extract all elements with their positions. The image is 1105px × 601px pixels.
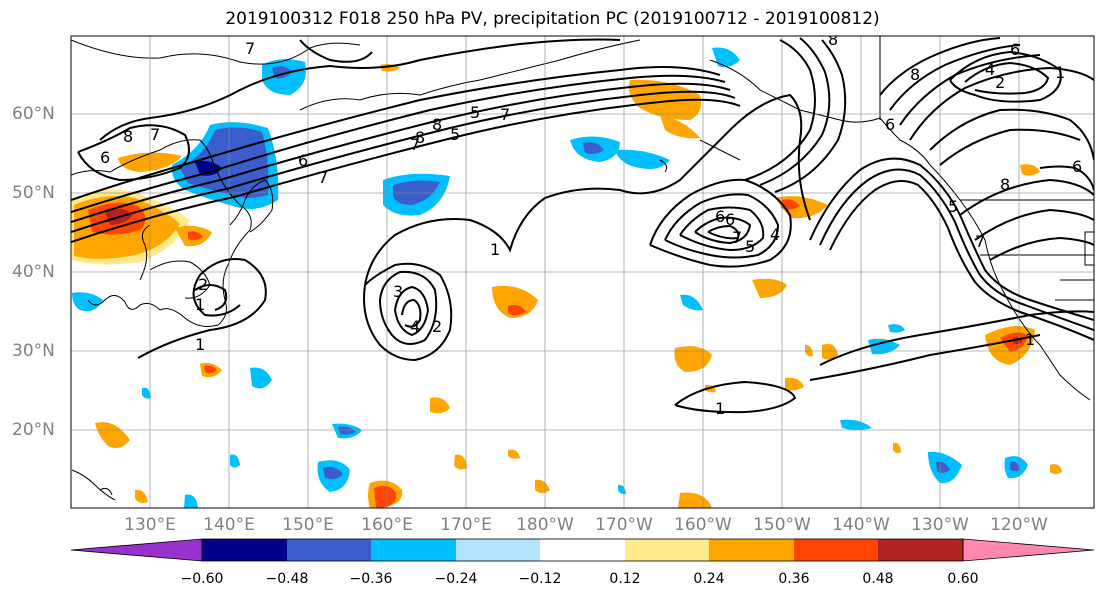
colorbar [70,538,1095,562]
colorbar-tick-label: 0.24 [693,571,725,587]
lat-label: 30°N [12,341,55,361]
contour-label: 7 [245,39,255,58]
contour-label: 1 [195,295,205,314]
lon-label: 150°W [753,515,811,535]
colorbar-tick-label: −0.24 [434,571,478,587]
colorbar-tick-label: 0.36 [778,571,810,587]
contour-label: 4 [985,60,995,79]
contour-label: 4 [410,317,420,336]
lon-label: 140°E [203,515,255,535]
colorbar-tick-label: −0.48 [265,571,309,587]
colorbar-segment [202,539,287,561]
contour-label: 2 [432,317,442,336]
colorbar-segment [540,539,625,561]
colorbar-extend-max [962,538,1095,562]
colorbar-segment [287,539,371,561]
contour-label: 1 [1025,330,1035,349]
lon-label: 170°E [440,515,492,535]
colorbar-segment [709,539,794,561]
colorbar-tick-label: −0.60 [180,571,224,587]
lat-label: 20°N [12,420,55,440]
gridlines [71,36,1094,508]
contour-label: 7 [410,135,420,154]
contour-label: 8 [1000,175,1010,194]
contour-label: 6 [725,210,735,229]
contour-label: 6 [1010,40,1020,59]
pv-contours [71,37,1094,414]
contour-label: 6 [100,148,110,167]
lon-label: 150°E [282,515,334,535]
colorbar-tick-label: 0.12 [609,571,641,587]
lon-label: 160°E [361,515,413,535]
colorbar-tick-label: 0.60 [947,571,979,587]
contour-label: 6 [1072,157,1082,176]
colorbar-segment [371,539,456,561]
colorbar-segment [625,539,709,561]
contour-label: 3 [393,282,403,301]
contour-label: 8 [828,30,838,49]
lon-label: 170°W [595,515,653,535]
plot-frame [70,35,1095,509]
contour-labels: 7 8 7 6 8 7 6 7 5 8 7 5 1 6 1 2 1 3 4 2 … [100,30,1082,418]
colorbar-extend-min [70,538,203,562]
contour-label: 2 [198,275,208,294]
contour-label: 8 [123,127,133,146]
contour-label: 8 [910,65,920,84]
lat-label: 60°N [12,104,55,124]
colorbar-segment [456,539,540,561]
contour-label: 7 [500,105,510,124]
colorbar-segment [794,539,878,561]
contour-label: 4 [770,225,780,244]
lat-label: 50°N [12,183,55,203]
contour-label: 5 [450,125,460,144]
contour-label: 1 [1055,63,1065,82]
contour-label: 1 [195,335,205,354]
lon-label: 140°W [832,515,890,535]
contour-label: 8 [415,128,425,147]
contour-label: 5 [745,237,755,256]
contour-label: 7 [975,232,985,251]
contour-label: 1 [715,399,725,418]
contour-label: 8 [432,115,442,134]
lon-label: 130°E [124,515,176,535]
precip-positive-shading [72,64,1062,508]
contour-label: 7 [732,228,742,247]
contour-label: 6 [298,151,308,170]
contour-label: 5 [470,103,480,122]
colorbar-tick-label: −0.36 [349,571,393,587]
lon-label: 120°W [990,515,1048,535]
contour-label: 5 [948,197,958,216]
contour-label: 7 [318,168,328,187]
contour-label: 6 [885,115,895,134]
contour-label: 1 [490,240,500,259]
contour-label: 6 [715,207,725,226]
lat-label: 40°N [12,262,55,282]
map-title: 2019100312 F018 250 hPa PV, precipitatio… [225,9,880,29]
colorbar-tick-label: −0.12 [518,571,562,587]
contour-label: 7 [150,125,160,144]
lon-label: 180°W [516,515,574,535]
colorbar-segment [878,539,963,561]
contour-label: 2 [995,73,1005,92]
lon-label: 130°W [911,515,969,535]
lon-label: 160°W [674,515,732,535]
colorbar-tick-label: 0.48 [862,571,894,587]
